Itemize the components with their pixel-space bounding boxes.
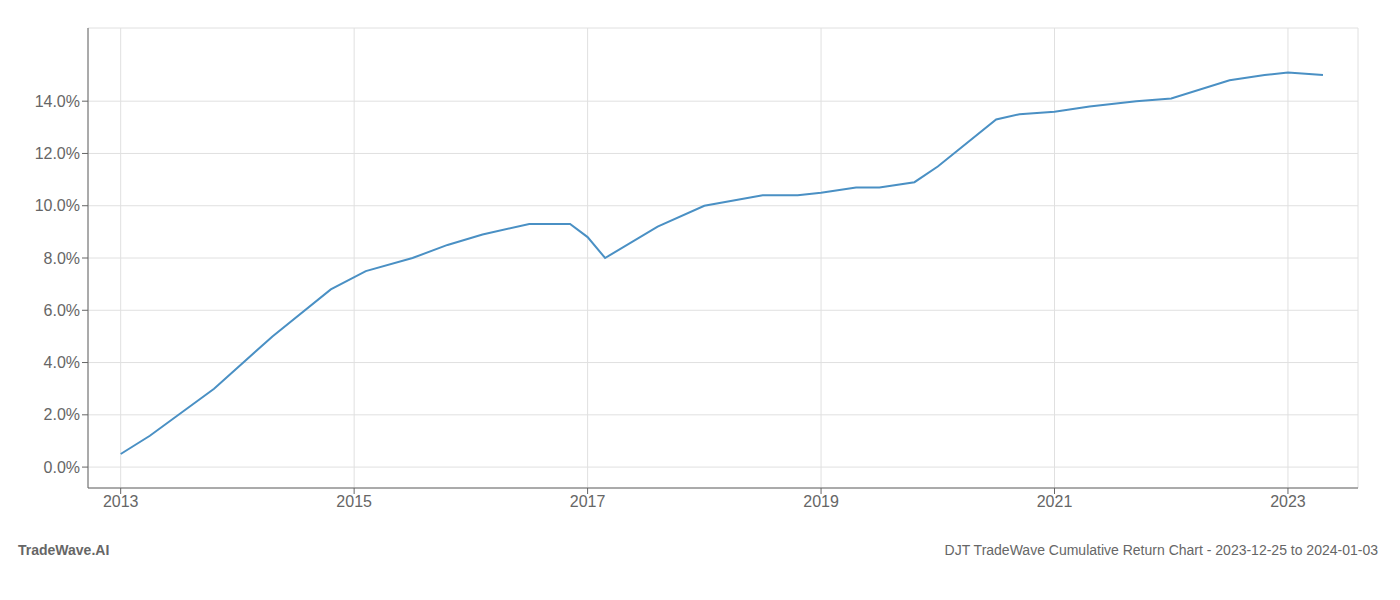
svg-text:2021: 2021 xyxy=(1037,493,1073,510)
svg-text:2015: 2015 xyxy=(336,493,372,510)
svg-text:12.0%: 12.0% xyxy=(35,145,80,162)
svg-text:2017: 2017 xyxy=(570,493,606,510)
svg-text:14.0%: 14.0% xyxy=(35,93,80,110)
html-text:DJT TradeWave Cumulative Retur: DJT TradeWave Cumulative Return Chart - … xyxy=(944,542,1378,558)
svg-text:8.0%: 8.0% xyxy=(44,250,80,267)
svg-text:2019: 2019 xyxy=(803,493,839,510)
svg-text:2.0%: 2.0% xyxy=(44,406,80,423)
svg-text:0.0%: 0.0% xyxy=(44,459,80,476)
svg-text:2013: 2013 xyxy=(103,493,139,510)
html-text:TradeWave.AI: TradeWave.AI xyxy=(18,542,110,558)
svg-text:10.0%: 10.0% xyxy=(35,197,80,214)
svg-text:6.0%: 6.0% xyxy=(44,302,80,319)
svg-text:4.0%: 4.0% xyxy=(44,354,80,371)
svg-text:2023: 2023 xyxy=(1270,493,1306,510)
